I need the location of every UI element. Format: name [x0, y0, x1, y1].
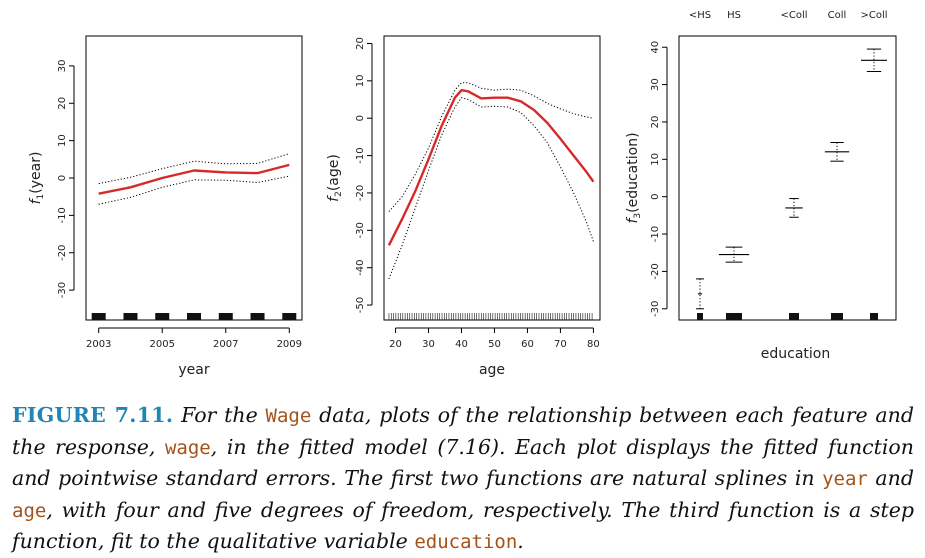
age-y-tick-label: 10: [355, 74, 366, 87]
education-y-tick-label: 10: [650, 153, 661, 166]
year-plot-frame: [85, 35, 303, 321]
education-y-tick-label: 40: [650, 41, 661, 54]
age-fit-line: [387, 88, 595, 246]
age-y-axis-title: f2(age): [326, 154, 344, 202]
education-y-tick-label: -20: [650, 263, 661, 279]
caption-code-wage-data: Wage: [265, 405, 312, 427]
year-rug-mark: [250, 313, 265, 320]
education-plot-frame: [678, 35, 897, 321]
age-x-tick-label: 30: [422, 339, 435, 350]
year-x-tick-label: 2003: [86, 339, 111, 350]
figure-caption: FIGURE 7.11. For the Wage data, plots of…: [12, 400, 914, 558]
year-y-tick-label: 10: [57, 134, 68, 147]
figure-panels: -30 -20 -10 0 10 20 30 2003 2005 2007 2009 year f1(y…: [28, 10, 897, 378]
year-rug-mark: [282, 313, 297, 320]
year-lower-se-line: [98, 175, 290, 205]
year-y-tick-label: -10: [57, 207, 68, 223]
year-y-tick-label: 20: [57, 97, 68, 110]
age-y-tick-label: -50: [355, 297, 366, 313]
education-y-tick-label: 0: [650, 193, 661, 199]
caption-text-3: , in the fitted model (7.16). Each plot …: [12, 434, 914, 491]
age-y-tick-label: -10: [355, 147, 366, 163]
year-x-tick-label: 2009: [277, 339, 302, 350]
age-x-tick-label: 20: [389, 339, 402, 350]
age-y-tick-label: 20: [355, 37, 366, 50]
year-rug-mark: [123, 313, 138, 320]
education-rug-mark: [789, 313, 799, 320]
caption-code-year: year: [822, 468, 868, 490]
caption-text-5: , with four and five degrees of freedom,…: [12, 497, 914, 554]
age-x-tick-label: 50: [488, 339, 501, 350]
year-y-tick-label: -20: [57, 245, 68, 261]
age-y-tick-label: -20: [355, 185, 366, 201]
education-category-label: >Coll: [860, 10, 887, 21]
age-plot-frame: [383, 35, 601, 321]
education-rug-mark: [831, 313, 843, 320]
year-y-tick-label: -30: [57, 282, 68, 298]
age-x-tick-label: 40: [455, 339, 468, 350]
year-rug-mark: [187, 313, 201, 320]
education-category-label: Coll: [828, 10, 847, 21]
age-y-tick-label: 0: [355, 115, 366, 121]
year-upper-se-line: [98, 153, 290, 185]
caption-code-wage: wage: [164, 436, 211, 459]
figure-label: FIGURE 7.11.: [12, 403, 174, 427]
age-y-tick-label: -40: [355, 260, 366, 276]
caption-code-education: education: [414, 531, 518, 553]
age-x-axis-title: age: [479, 362, 505, 378]
education-y-tick-label: -30: [650, 301, 661, 317]
caption-text-1: For the: [181, 403, 258, 427]
year-rug-mark: [218, 313, 233, 320]
age-x-tick-label: 60: [521, 339, 534, 350]
year-x-tick-label: 2007: [213, 339, 238, 350]
caption-text-4: and: [875, 466, 914, 490]
caption-text-6: .: [517, 529, 524, 553]
education-rug-mark: [697, 313, 703, 320]
age-x-tick-label: 80: [587, 339, 600, 350]
education-category-label: <HS: [689, 10, 711, 21]
age-upper-se-line: [388, 82, 594, 212]
age-lower-se-line: [388, 97, 594, 280]
year-fit-line: [98, 163, 290, 195]
year-rug-mark: [155, 313, 170, 320]
education-rug-mark: [870, 313, 878, 320]
year-y-axis-title: f1(year): [28, 152, 46, 205]
education-y-axis-title: f3(education): [625, 132, 643, 223]
education-y-tick-label: -10: [650, 226, 661, 242]
year-x-axis-title: year: [178, 362, 209, 378]
education-category-label: HS: [727, 10, 741, 21]
age-y-tick-label: -30: [355, 222, 366, 238]
education-category-label: <Coll: [780, 10, 807, 21]
year-x-tick-label: 2005: [150, 339, 175, 350]
year-y-tick-label: 0: [57, 175, 68, 181]
year-y-tick-label: 30: [57, 60, 68, 73]
caption-code-age: age: [12, 499, 47, 522]
age-x-tick-label: 70: [554, 339, 567, 350]
education-y-tick-label: 30: [650, 78, 661, 91]
education-y-tick-label: 20: [650, 116, 661, 129]
education-rug-mark: [726, 313, 742, 320]
education-x-axis-title: education: [761, 346, 830, 362]
caption-text-2: data, plots of the relationship between …: [12, 403, 914, 459]
year-rug-mark: [91, 313, 106, 320]
